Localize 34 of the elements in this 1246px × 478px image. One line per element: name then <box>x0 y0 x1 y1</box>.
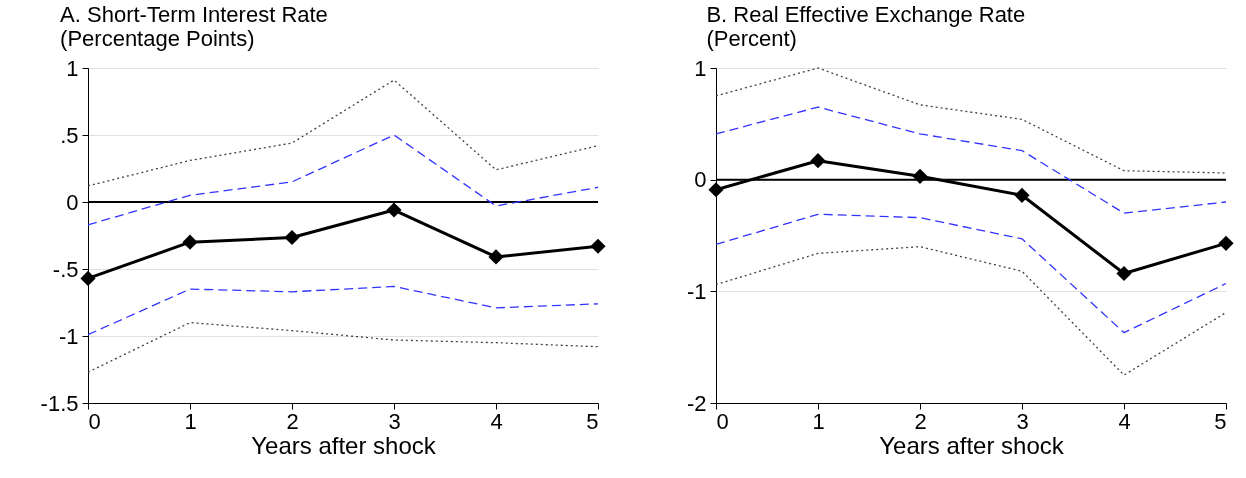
y-tick-label: .5 <box>60 122 79 148</box>
x-axis-title: Years after shock <box>879 431 1065 459</box>
x-tick-label: 2 <box>286 408 299 434</box>
y-tick-label: -1.5 <box>40 390 79 416</box>
x-tick-label: 0 <box>716 408 729 434</box>
x-tick-label: 3 <box>1016 408 1029 434</box>
y-tick-label: -1 <box>58 323 79 349</box>
x-axis-title: Years after shock <box>251 431 437 459</box>
line-series <box>87 79 599 187</box>
y-tick-label: 1 <box>66 55 79 81</box>
chart-title: A. Short-Term Interest Rate <box>60 2 328 27</box>
x-tick-label: 5 <box>586 408 599 434</box>
line-series <box>87 285 599 336</box>
y-tick-label: -1 <box>686 278 707 304</box>
chart-subtitle: (Percent) <box>706 26 797 51</box>
y-tick-label: -2 <box>686 390 707 416</box>
line-series <box>715 213 1227 334</box>
x-tick-label: 0 <box>88 408 101 434</box>
chart-subtitle: (Percentage Points) <box>60 26 255 51</box>
chart-title: B. Real Effective Exchange Rate <box>706 2 1026 27</box>
x-tick-label: 3 <box>388 408 401 434</box>
y-tick-label: 0 <box>66 189 79 215</box>
y-tick-label: 0 <box>694 167 707 193</box>
line-series <box>87 321 599 373</box>
line-series <box>715 67 1227 174</box>
line-series <box>715 246 1227 376</box>
x-tick-label: 4 <box>490 408 503 434</box>
x-tick-label: 4 <box>1118 408 1131 434</box>
y-tick-label: -.5 <box>52 256 79 282</box>
x-tick-label: 1 <box>812 408 825 434</box>
x-tick-label: 5 <box>1214 408 1227 434</box>
x-tick-label: 2 <box>914 408 927 434</box>
y-tick-label: 1 <box>694 55 707 81</box>
x-tick-label: 1 <box>184 408 197 434</box>
